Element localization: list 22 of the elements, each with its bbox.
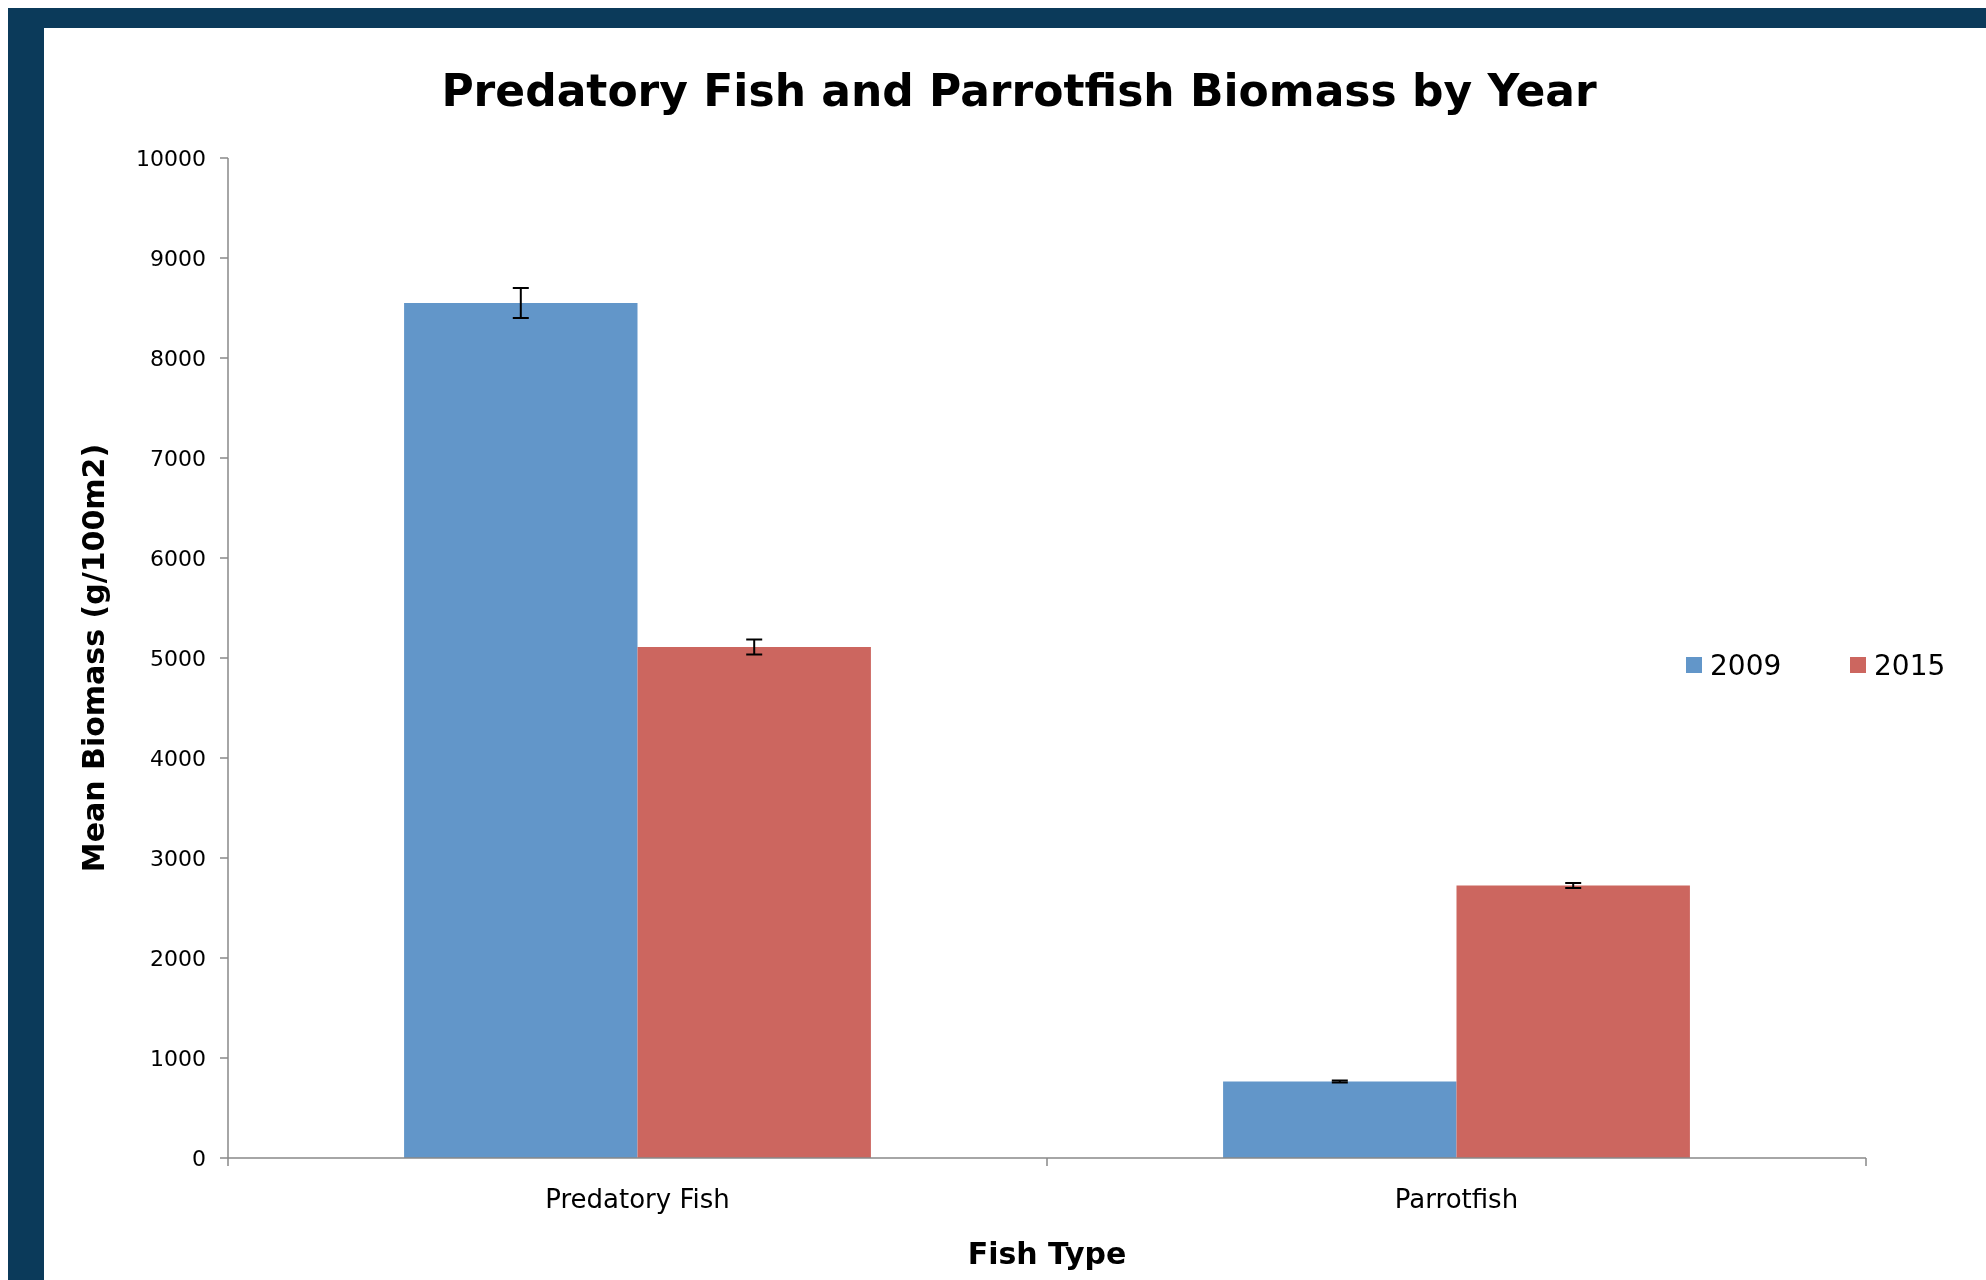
- bar: [637, 647, 871, 1158]
- y-tick-label: 10000: [136, 145, 206, 171]
- x-tick-label: Parrotfish: [1394, 1184, 1519, 1214]
- y-tick-label: 2000: [150, 945, 206, 971]
- bar: [1456, 885, 1690, 1158]
- x-axis-title: Fish Type: [967, 1236, 1127, 1271]
- y-tick-label: 5000: [150, 645, 206, 671]
- y-tick-label: 4000: [150, 745, 206, 771]
- x-tick-label: Predatory Fish: [545, 1184, 730, 1214]
- legend-label: 2015: [1874, 648, 1946, 682]
- y-axis-title: Mean Biomass (g/100m2): [76, 443, 111, 873]
- bar: [404, 303, 638, 1158]
- y-tick-label: 9000: [150, 245, 206, 271]
- y-tick-label: 8000: [150, 345, 206, 371]
- y-tick-label: 6000: [150, 545, 206, 571]
- y-tick-label: 3000: [150, 845, 206, 871]
- chart-title: Predatory Fish and Parrotfish Biomass by Year: [441, 65, 1597, 116]
- legend-label: 2009: [1710, 648, 1782, 682]
- bar: [1223, 1081, 1457, 1158]
- y-tick-label: 7000: [150, 445, 206, 471]
- y-tick-label: 0: [192, 1145, 206, 1171]
- y-tick-label: 1000: [150, 1045, 206, 1071]
